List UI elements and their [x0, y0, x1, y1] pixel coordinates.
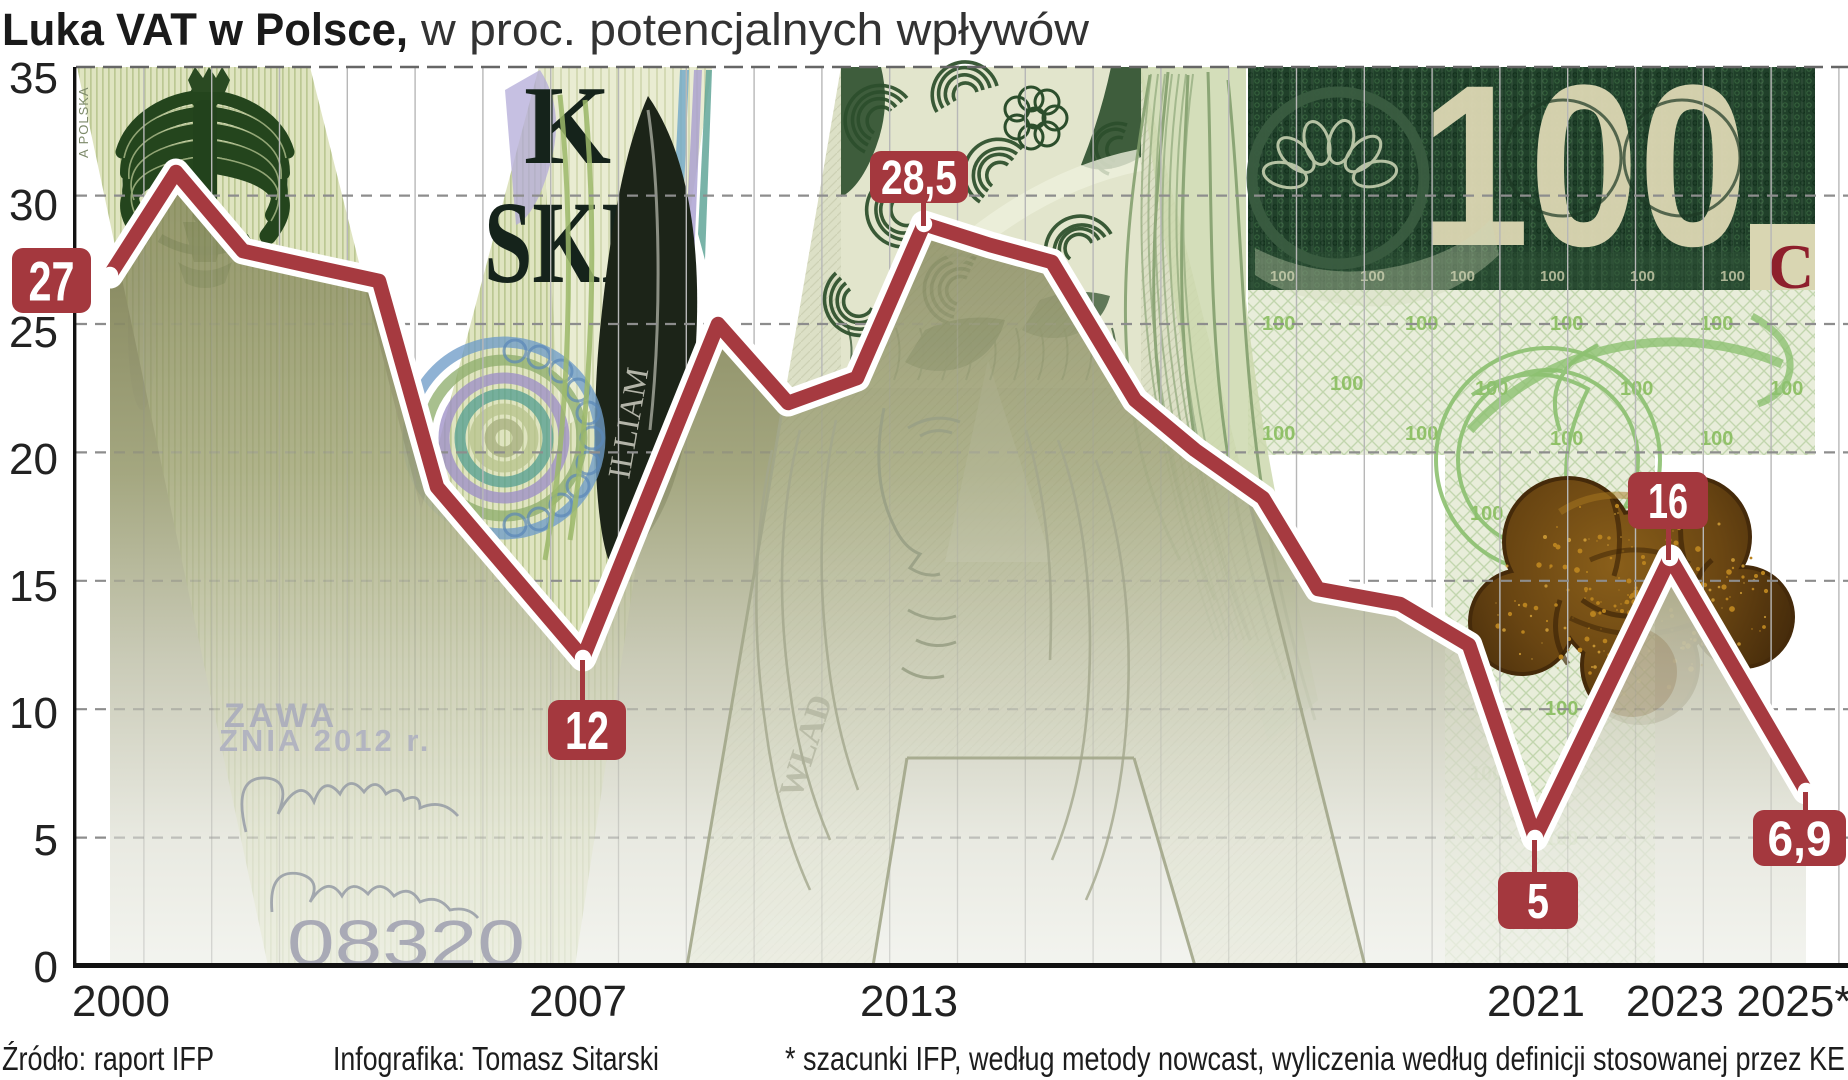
svg-text:Infografika: Tomasz Sitarski: Infografika: Tomasz Sitarski: [333, 1040, 659, 1077]
svg-text:25: 25: [9, 308, 58, 357]
svg-text:100: 100: [1405, 313, 1438, 335]
svg-text:35: 35: [9, 54, 58, 103]
svg-text:100: 100: [1450, 268, 1475, 285]
svg-text:16: 16: [1648, 475, 1688, 529]
svg-text:* szacunki IFP, według metody: * szacunki IFP, według metody nowcast, w…: [785, 1040, 1845, 1077]
svg-text:5: 5: [1527, 875, 1549, 929]
svg-text:10: 10: [9, 689, 58, 738]
svg-text:100: 100: [1630, 268, 1655, 285]
svg-text:100: 100: [1420, 37, 1748, 294]
svg-text:100: 100: [1330, 373, 1363, 395]
svg-text:15: 15: [9, 562, 58, 611]
svg-text:100: 100: [1262, 423, 1295, 445]
svg-text:2025*: 2025*: [1736, 977, 1848, 1026]
svg-text:100: 100: [1270, 268, 1295, 285]
svg-text:C: C: [1768, 231, 1814, 302]
svg-text:2007: 2007: [529, 977, 627, 1026]
svg-text:Źródło: raport IFP: Źródło: raport IFP: [2, 1040, 214, 1077]
svg-text:6,9: 6,9: [1768, 812, 1832, 866]
svg-text:30: 30: [9, 181, 58, 230]
svg-text:A POLSKA: A POLSKA: [76, 86, 91, 158]
svg-text:5: 5: [34, 816, 58, 865]
svg-text:12: 12: [565, 701, 609, 761]
svg-text:ZAWA: ZAWA: [224, 697, 338, 735]
svg-text:0: 0: [34, 943, 58, 992]
svg-text:100: 100: [1550, 428, 1583, 450]
svg-text:100: 100: [1405, 423, 1438, 445]
svg-text:100: 100: [1700, 428, 1733, 450]
svg-text:27: 27: [29, 249, 75, 312]
svg-text:100: 100: [1540, 268, 1565, 285]
svg-text:2023: 2023: [1626, 977, 1724, 1026]
svg-text:ZNIA 2012 r.: ZNIA 2012 r.: [219, 723, 431, 758]
svg-text:w proc. potencjalnych wpływów: w proc. potencjalnych wpływów: [420, 4, 1090, 55]
svg-text:2021: 2021: [1487, 977, 1585, 1026]
svg-text:2013: 2013: [860, 977, 958, 1026]
svg-text:100: 100: [1720, 268, 1745, 285]
svg-text:2000: 2000: [72, 977, 170, 1026]
svg-text:28,5: 28,5: [881, 152, 957, 205]
svg-text:Luka VAT w Polsce,: Luka VAT w Polsce,: [2, 4, 408, 55]
svg-text:08320: 08320: [287, 907, 525, 979]
svg-text:100: 100: [1360, 268, 1385, 285]
svg-text:20: 20: [9, 435, 58, 484]
